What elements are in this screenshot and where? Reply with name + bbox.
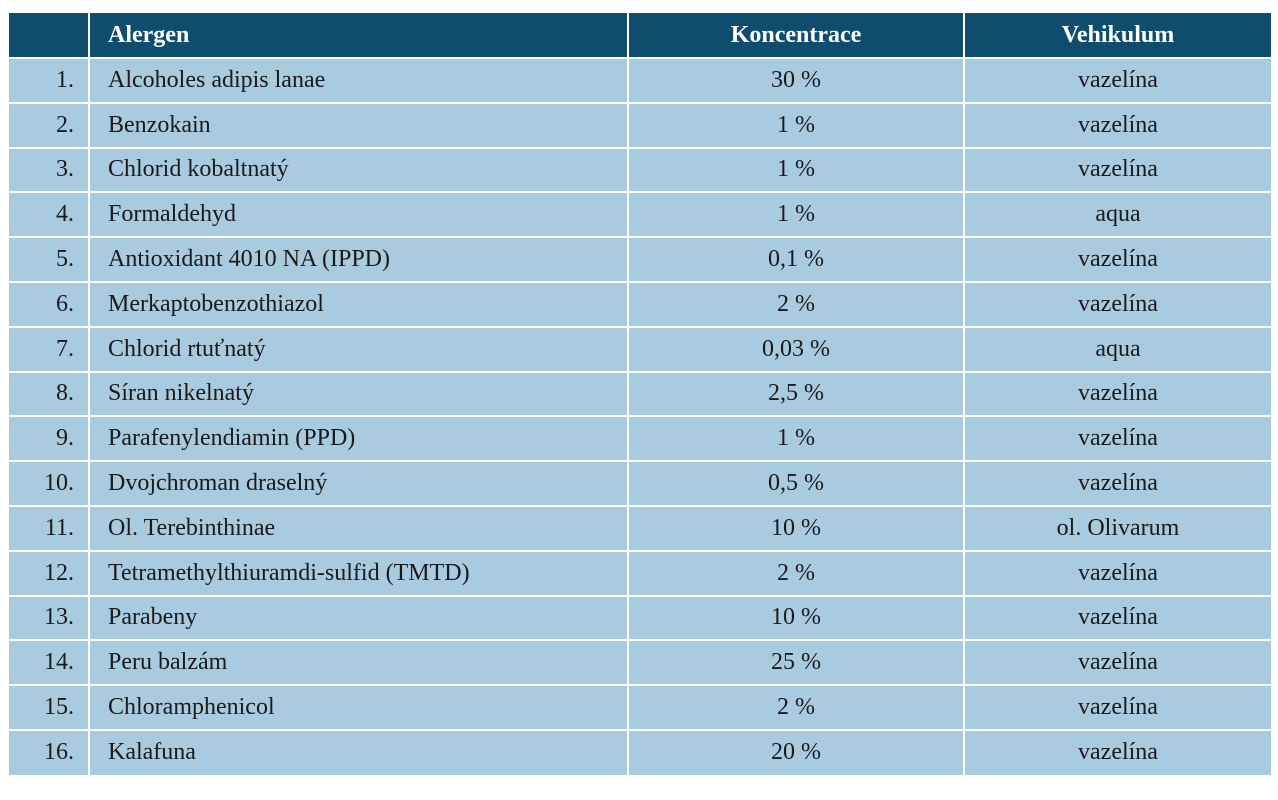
concentration-value: 25 % (627, 639, 964, 686)
allergen-name: Síran nikelnatý (88, 370, 628, 417)
concentration-value: 10 % (627, 504, 964, 551)
row-number: 5. (9, 236, 89, 282)
row-number: 14. (9, 639, 89, 686)
table-row: 14. Peru balzám 25 % vazelína (9, 639, 1271, 686)
allergen-name: Antioxidant 4010 NA (IPPD) (88, 236, 628, 282)
vehicle-value: vazelína (963, 57, 1271, 103)
table-row: 9. Parafenylendiamin (PPD) 1 % vazelína (9, 415, 1271, 462)
header-number (9, 13, 89, 58)
vehicle-value: vazelína (963, 236, 1271, 282)
row-number: 10. (9, 460, 89, 506)
row-number: 8. (9, 370, 89, 417)
vehicle-value: vazelína (963, 549, 1271, 596)
header-row: Alergen Koncentrace Vehikulum (9, 13, 1271, 58)
vehicle-value: vazelína (963, 370, 1271, 417)
table-row: 13. Parabeny 10 % vazelína (9, 594, 1271, 641)
vehicle-value: vazelína (963, 684, 1271, 730)
allergen-name: Dvojchroman draselný (88, 460, 628, 506)
vehicle-value: vazelína (963, 594, 1271, 641)
table-row: 4. Formaldehyd 1 % aqua (9, 191, 1271, 238)
concentration-value: 2 % (627, 684, 964, 730)
concentration-value: 0,5 % (627, 460, 964, 506)
row-number: 1. (9, 57, 89, 103)
allergen-name: Ol. Terebinthinae (88, 504, 628, 551)
allergen-name: Alcoholes adipis lanae (88, 57, 628, 103)
allergen-name: Parafenylendiamin (PPD) (88, 415, 628, 462)
concentration-value: 20 % (627, 728, 964, 775)
header-concentration: Koncentrace (627, 13, 964, 58)
concentration-value: 2,5 % (627, 370, 964, 417)
row-number: 16. (9, 728, 89, 775)
concentration-value: 1 % (627, 415, 964, 462)
table-row: 16. Kalafuna 20 % vazelína (9, 728, 1271, 775)
table-header: Alergen Koncentrace Vehikulum (9, 13, 1271, 58)
vehicle-value: vazelína (963, 415, 1271, 462)
vehicle-value: aqua (963, 325, 1271, 372)
row-number: 13. (9, 594, 89, 641)
allergen-name: Chlorid kobaltnatý (88, 146, 628, 193)
allergen-name: Kalafuna (88, 728, 628, 775)
table-body: 1. Alcoholes adipis lanae 30 % vazelína 2. Be… (9, 57, 1271, 775)
allergen-name: Peru balzám (88, 639, 628, 686)
allergen-table-container: Alergen Koncentrace Vehikulum 1. Alcohole… (9, 13, 1271, 775)
table-row: 6. Merkaptobenzothiazol 2 % vazelína (9, 280, 1271, 327)
row-number: 7. (9, 325, 89, 372)
vehicle-value: ol. Olivarum (963, 504, 1271, 551)
table-row: 1. Alcoholes adipis lanae 30 % vazelína (9, 57, 1271, 103)
table-row: 12. Tetramethylthiuramdi-sulfid (TMTD) 2 %… (9, 549, 1271, 596)
row-number: 9. (9, 415, 89, 462)
allergen-name: Chloramphenicol (88, 684, 628, 730)
concentration-value: 10 % (627, 594, 964, 641)
row-number: 4. (9, 191, 89, 238)
header-vehicle: Vehikulum (963, 13, 1271, 58)
row-number: 6. (9, 280, 89, 327)
table-row: 3. Chlorid kobaltnatý 1 % vazelína (9, 146, 1271, 193)
vehicle-value: vazelína (963, 280, 1271, 327)
table-row: 2. Benzokain 1 % vazelína (9, 101, 1271, 148)
allergen-name: Chlorid rtuťnatý (88, 325, 628, 372)
table-row: 7. Chlorid rtuťnatý 0,03 % aqua (9, 325, 1271, 372)
vehicle-value: vazelína (963, 146, 1271, 193)
concentration-value: 1 % (627, 101, 964, 148)
vehicle-value: vazelína (963, 728, 1271, 775)
concentration-value: 2 % (627, 280, 964, 327)
table-row: 10. Dvojchroman draselný 0,5 % vazelína (9, 460, 1271, 506)
concentration-value: 0,1 % (627, 236, 964, 282)
header-allergen: Alergen (88, 13, 628, 58)
table-row: 8. Síran nikelnatý 2,5 % vazelína (9, 370, 1271, 417)
table-row: 11. Ol. Terebinthinae 10 % ol. Olivarum (9, 504, 1271, 551)
concentration-value: 1 % (627, 146, 964, 193)
concentration-value: 2 % (627, 549, 964, 596)
concentration-value: 30 % (627, 57, 964, 103)
concentration-value: 0,03 % (627, 325, 964, 372)
row-number: 2. (9, 101, 89, 148)
allergen-table: Alergen Koncentrace Vehikulum 1. Alcohole… (9, 13, 1271, 775)
vehicle-value: vazelína (963, 460, 1271, 506)
vehicle-value: vazelína (963, 639, 1271, 686)
vehicle-value: aqua (963, 191, 1271, 238)
concentration-value: 1 % (627, 191, 964, 238)
vehicle-value: vazelína (963, 101, 1271, 148)
row-number: 15. (9, 684, 89, 730)
row-number: 3. (9, 146, 89, 193)
row-number: 12. (9, 549, 89, 596)
allergen-name: Merkaptobenzothiazol (88, 280, 628, 327)
allergen-name: Parabeny (88, 594, 628, 641)
row-number: 11. (9, 504, 89, 551)
table-row: 15. Chloramphenicol 2 % vazelína (9, 684, 1271, 730)
allergen-name: Benzokain (88, 101, 628, 148)
table-row: 5. Antioxidant 4010 NA (IPPD) 0,1 % vazelín… (9, 236, 1271, 282)
allergen-name: Formaldehyd (88, 191, 628, 238)
allergen-name: Tetramethylthiuramdi-sulfid (TMTD) (88, 549, 628, 596)
